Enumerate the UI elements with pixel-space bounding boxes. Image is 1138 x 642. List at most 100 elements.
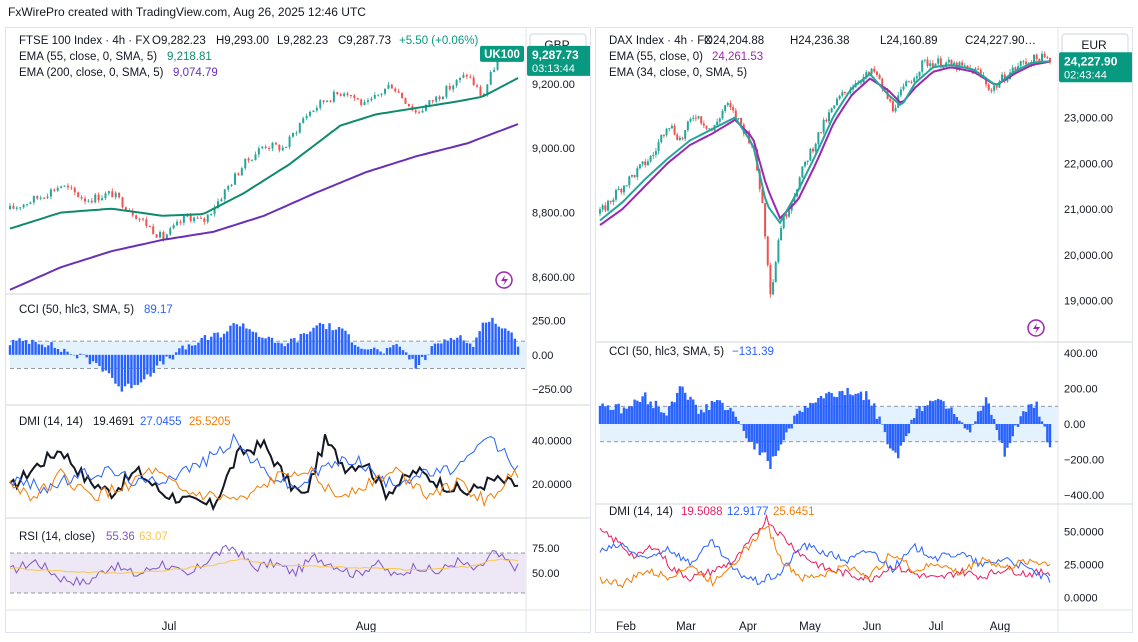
cci-bar (913, 418, 916, 424)
price-candle (84, 198, 87, 202)
price-candle (985, 78, 988, 85)
cci-bar (894, 424, 897, 453)
cci-bar (606, 405, 610, 424)
cci-bar (644, 392, 647, 424)
main-ytick-label: 8,600.00 (532, 272, 575, 284)
last-price-box (1059, 52, 1132, 83)
cci-bar (944, 408, 948, 424)
cci-bar (11, 339, 15, 355)
cci-bar (98, 354, 101, 366)
cci-bar (197, 342, 200, 355)
price-candle (387, 84, 390, 89)
cci-bar (809, 402, 812, 424)
cci-bar (646, 404, 650, 424)
cci-bar (56, 348, 60, 355)
price-candle (90, 200, 93, 203)
price-candle (910, 81, 913, 83)
price-candle (56, 187, 59, 191)
dmi-legend-value: 27.0455 (140, 416, 182, 428)
price-candle (315, 107, 318, 111)
price-candle (53, 189, 56, 191)
cci-ytick-label: 250.00 (532, 316, 566, 328)
cci-bar (267, 336, 270, 355)
price-candle (934, 63, 937, 68)
price-candle (622, 185, 625, 193)
cci-bar (331, 330, 334, 355)
ftse-chart-svg[interactable]: 9,200.00 9,000.00 8,800.00 8,600.00 FTSE 100… (6, 28, 591, 633)
cci-bar (184, 349, 187, 355)
cci-bar (258, 336, 261, 355)
price-candle (809, 148, 812, 161)
cci-bar (187, 344, 191, 355)
price-candle (678, 137, 681, 140)
price-candle (384, 88, 387, 94)
cci-bar (382, 353, 386, 355)
dax-chart-panel[interactable]: 23,000.00 22,000.00 21,000.00 20,000.00 19,0… (595, 27, 1133, 633)
cci-bar (34, 341, 37, 355)
main-ytick-label: 9,000.00 (532, 143, 575, 155)
rsi-line-1 (9, 558, 519, 574)
cci-bar (835, 397, 839, 424)
cci-bar (376, 349, 379, 355)
cci-bar (652, 408, 655, 424)
price-candle (921, 60, 924, 72)
price-candle (179, 221, 182, 223)
cci-bar (280, 343, 283, 355)
time-axis-label: Jul (162, 621, 177, 633)
bar-countdown: 03:13:44 (532, 63, 575, 75)
price-candle (459, 77, 462, 81)
price-candle (234, 173, 237, 185)
cci-bar (168, 354, 171, 359)
ftse-chart-panel[interactable]: 9,200.00 9,000.00 8,800.00 8,600.00 FTSE 100… (5, 27, 591, 633)
price-candle (278, 144, 281, 151)
cci-bar (854, 393, 857, 424)
price-candle (740, 118, 743, 125)
cci-bar (206, 339, 210, 355)
price-candle (438, 96, 441, 100)
price-candle (782, 214, 785, 229)
cci-bar (465, 342, 469, 355)
price-candle (431, 100, 434, 102)
cci-bar (401, 350, 405, 355)
main-ytick-label: 22,000.00 (1064, 158, 1113, 170)
price-candle (312, 110, 315, 112)
cci-bar (210, 336, 213, 355)
cci-bar (242, 323, 245, 355)
cci-bar (43, 347, 47, 355)
price-candle (804, 161, 807, 167)
price-candle (172, 225, 175, 229)
dax-chart-svg[interactable]: 23,000.00 22,000.00 21,000.00 20,000.00 19,0… (596, 28, 1133, 633)
cci-legend-label: CCI (50, hlc3, SMA, 5) (19, 304, 134, 316)
cci-bar (803, 405, 807, 424)
ohlc-high: H9,293.00 (216, 35, 269, 47)
cci-bar (1035, 401, 1038, 424)
cci-bar (117, 354, 120, 387)
cci-bar (226, 331, 229, 355)
cci-bar (907, 424, 911, 434)
ema-legend-label: EMA (34, close, 0, SMA, 5) (609, 67, 747, 79)
price-candle (764, 203, 767, 237)
price-candle (210, 213, 213, 215)
price-candle (963, 65, 966, 67)
cci-bar (971, 424, 974, 425)
cci-bar (424, 354, 427, 361)
cci-bar (942, 401, 945, 424)
price-candle (633, 175, 636, 178)
cci-bar (190, 345, 194, 355)
lightning-glyph-icon (1033, 323, 1040, 334)
cci-bar (216, 332, 219, 355)
price-candle (825, 119, 828, 122)
price-candle (441, 96, 444, 100)
cci-bar (446, 340, 449, 355)
ema-line-0 (599, 60, 1051, 226)
cci-bar (504, 328, 507, 355)
ohlc-high: H24,236.38 (790, 35, 849, 47)
cci-bar (1024, 411, 1028, 424)
cci-bar (601, 403, 604, 424)
cci-ytick-label: 0.00 (1064, 419, 1085, 431)
price-candle (169, 228, 172, 235)
price-candle (993, 85, 996, 91)
cci-bar (133, 354, 136, 385)
price-candle (326, 100, 329, 102)
price-candle (343, 93, 346, 96)
